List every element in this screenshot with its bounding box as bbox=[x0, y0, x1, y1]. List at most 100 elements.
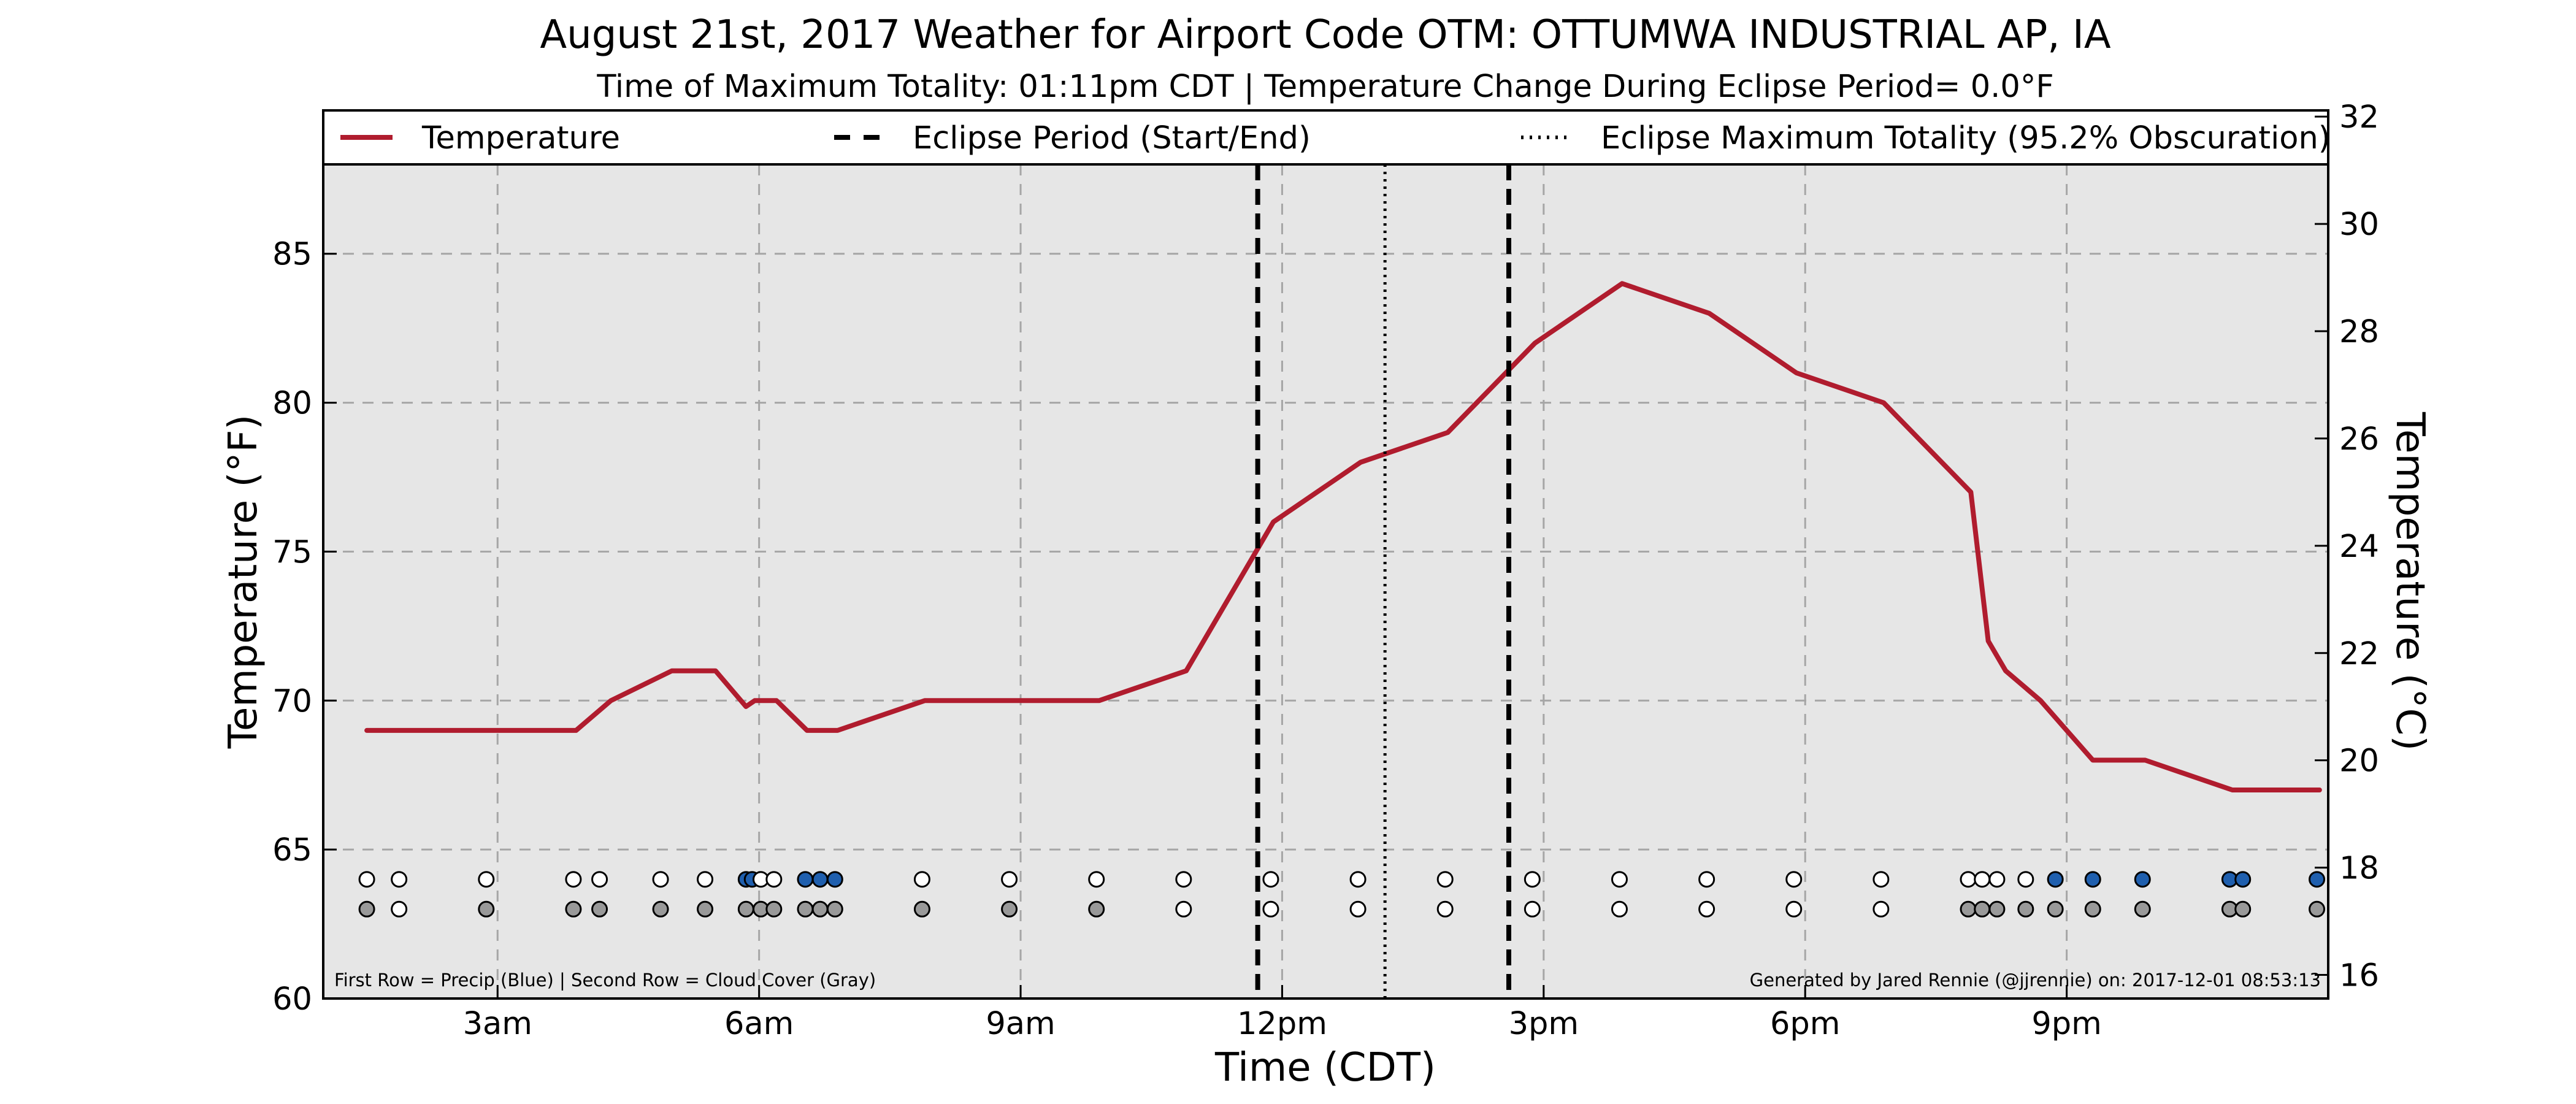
cloud-cover-dot bbox=[591, 900, 608, 918]
plot-frame bbox=[322, 163, 2329, 1000]
precip-dot bbox=[2084, 871, 2101, 888]
precip-dot bbox=[1349, 871, 1367, 888]
precip-dot bbox=[2309, 871, 2326, 888]
temperature-line bbox=[364, 281, 2322, 792]
precip-dot bbox=[826, 871, 843, 888]
precip-dot bbox=[811, 871, 829, 888]
y-tick-label: 75 bbox=[272, 534, 312, 570]
precip-dot bbox=[697, 871, 714, 888]
precip-dot bbox=[391, 871, 408, 888]
y-tick-label: 60 bbox=[272, 981, 312, 1018]
cloud-cover-dot bbox=[358, 900, 375, 918]
x-tick-label: 9am bbox=[986, 1006, 1055, 1042]
cloud-cover-dot bbox=[826, 900, 843, 918]
precip-dot bbox=[1988, 871, 2006, 888]
cloud-cover-dot bbox=[765, 900, 783, 918]
cloud-cover-dot bbox=[565, 900, 582, 918]
precip-dot bbox=[2134, 871, 2151, 888]
precip-dot bbox=[1001, 871, 1018, 888]
temperature-series bbox=[364, 281, 2322, 792]
cloud-cover-dot bbox=[652, 900, 669, 918]
y2-tick-label: 16 bbox=[2339, 958, 2379, 994]
y2-tick-label: 26 bbox=[2339, 421, 2379, 458]
cloud-cover-dot bbox=[2234, 900, 2252, 918]
precip-dot bbox=[1524, 871, 1541, 888]
y-tick-label: 80 bbox=[272, 386, 312, 422]
y2-tick-label: 32 bbox=[2339, 99, 2379, 136]
cloud-cover-dot bbox=[391, 900, 408, 918]
x-axis-label: Time (CDT) bbox=[1214, 1045, 1436, 1091]
footnote-left: First Row = Precip (Blue) | Second Row =… bbox=[334, 970, 876, 991]
cloud-cover-dot bbox=[1960, 900, 1977, 918]
y-tick-label: 65 bbox=[272, 832, 312, 868]
cloud-cover-dot bbox=[2047, 900, 2064, 918]
footnote-right: Generated by Jared Rennie (@jjrennie) on… bbox=[1750, 970, 2321, 991]
axis-ticks: 3am 6am 9am 12pm 3pm 6pm 9pm 60 65 70 75 80 85 16 18 20… bbox=[272, 99, 2379, 1042]
cloud-cover-dot bbox=[1785, 900, 1803, 918]
precip-dot bbox=[1175, 871, 1192, 888]
precip-dot bbox=[913, 871, 930, 888]
x-tick-label: 3am bbox=[463, 1006, 532, 1042]
precip-cloud-markers bbox=[358, 871, 2326, 918]
cloud-cover-dot bbox=[2084, 900, 2101, 918]
cloud-cover-dot bbox=[1988, 900, 2006, 918]
x-tick-label: 12pm bbox=[1237, 1006, 1327, 1042]
precip-dot bbox=[2047, 871, 2064, 888]
precip-dot bbox=[1088, 871, 1105, 888]
y2-tick-label: 20 bbox=[2339, 743, 2379, 780]
plot-area bbox=[323, 164, 2328, 999]
y2-axis-label: Temperature (°C) bbox=[2387, 412, 2432, 751]
precip-dot bbox=[1873, 871, 1890, 888]
cloud-cover-dot bbox=[697, 900, 714, 918]
precip-dot bbox=[765, 871, 783, 888]
x-tick-label: 6pm bbox=[1770, 1006, 1841, 1042]
precip-dot bbox=[652, 871, 669, 888]
y2-tick-label: 30 bbox=[2339, 207, 2379, 243]
y-axis-label: Temperature (°F) bbox=[221, 415, 266, 749]
chart-subtitle: Time of Maximum Totality: 01:11pm CDT | … bbox=[596, 69, 2053, 105]
x-tick-label: 3pm bbox=[1509, 1006, 1579, 1042]
cloud-cover-dot bbox=[2017, 900, 2034, 918]
cloud-cover-dot bbox=[1262, 900, 1279, 918]
precip-dot bbox=[591, 871, 608, 888]
precip-dot bbox=[358, 871, 375, 888]
precip-dot bbox=[478, 871, 495, 888]
precip-dot bbox=[1785, 871, 1803, 888]
cloud-cover-dot bbox=[1974, 900, 1991, 918]
cloud-cover-dot bbox=[1175, 900, 1192, 918]
cloud-cover-dot bbox=[1524, 900, 1541, 918]
precip-dot bbox=[1698, 871, 1715, 888]
cloud-cover-dot bbox=[1088, 900, 1105, 918]
legend-eclipse-period-label: Eclipse Period (Start/End) bbox=[913, 120, 1311, 156]
precip-dot bbox=[1960, 871, 1977, 888]
grid-lines bbox=[323, 164, 2328, 999]
cloud-cover-dot bbox=[913, 900, 930, 918]
cloud-cover-dot bbox=[1873, 900, 1890, 918]
cloud-cover-dot bbox=[797, 900, 814, 918]
y2-tick-label: 22 bbox=[2339, 636, 2379, 672]
y2-tick-label: 28 bbox=[2339, 314, 2379, 350]
cloud-cover-dot bbox=[811, 900, 829, 918]
eclipse-lines bbox=[1255, 164, 1511, 999]
legend-eclipse-max-label: Eclipse Maximum Totality (95.2% Obscurat… bbox=[1601, 120, 2331, 156]
cloud-cover-dot bbox=[737, 900, 754, 918]
cloud-cover-dot bbox=[1349, 900, 1367, 918]
chart-title: August 21st, 2017 Weather for Airport Co… bbox=[540, 12, 2111, 58]
y-tick-label: 70 bbox=[272, 683, 312, 719]
precip-dot bbox=[797, 871, 814, 888]
cloud-cover-dot bbox=[2309, 900, 2326, 918]
cloud-cover-dot bbox=[1611, 900, 1628, 918]
cloud-cover-dot bbox=[1436, 900, 1454, 918]
precip-dot bbox=[2017, 871, 2034, 888]
cloud-cover-dot bbox=[478, 900, 495, 918]
y2-tick-label: 24 bbox=[2339, 529, 2379, 565]
precip-dot bbox=[1262, 871, 1279, 888]
legend-temperature-label: Temperature bbox=[421, 120, 620, 156]
precip-dot bbox=[1436, 871, 1454, 888]
precip-dot bbox=[1611, 871, 1628, 888]
precip-dot bbox=[2234, 871, 2252, 888]
legend-box: Temperature Eclipse Period (Start/End) E… bbox=[322, 109, 2331, 166]
cloud-cover-dot bbox=[2134, 900, 2151, 918]
cloud-cover-dot bbox=[1001, 900, 1018, 918]
